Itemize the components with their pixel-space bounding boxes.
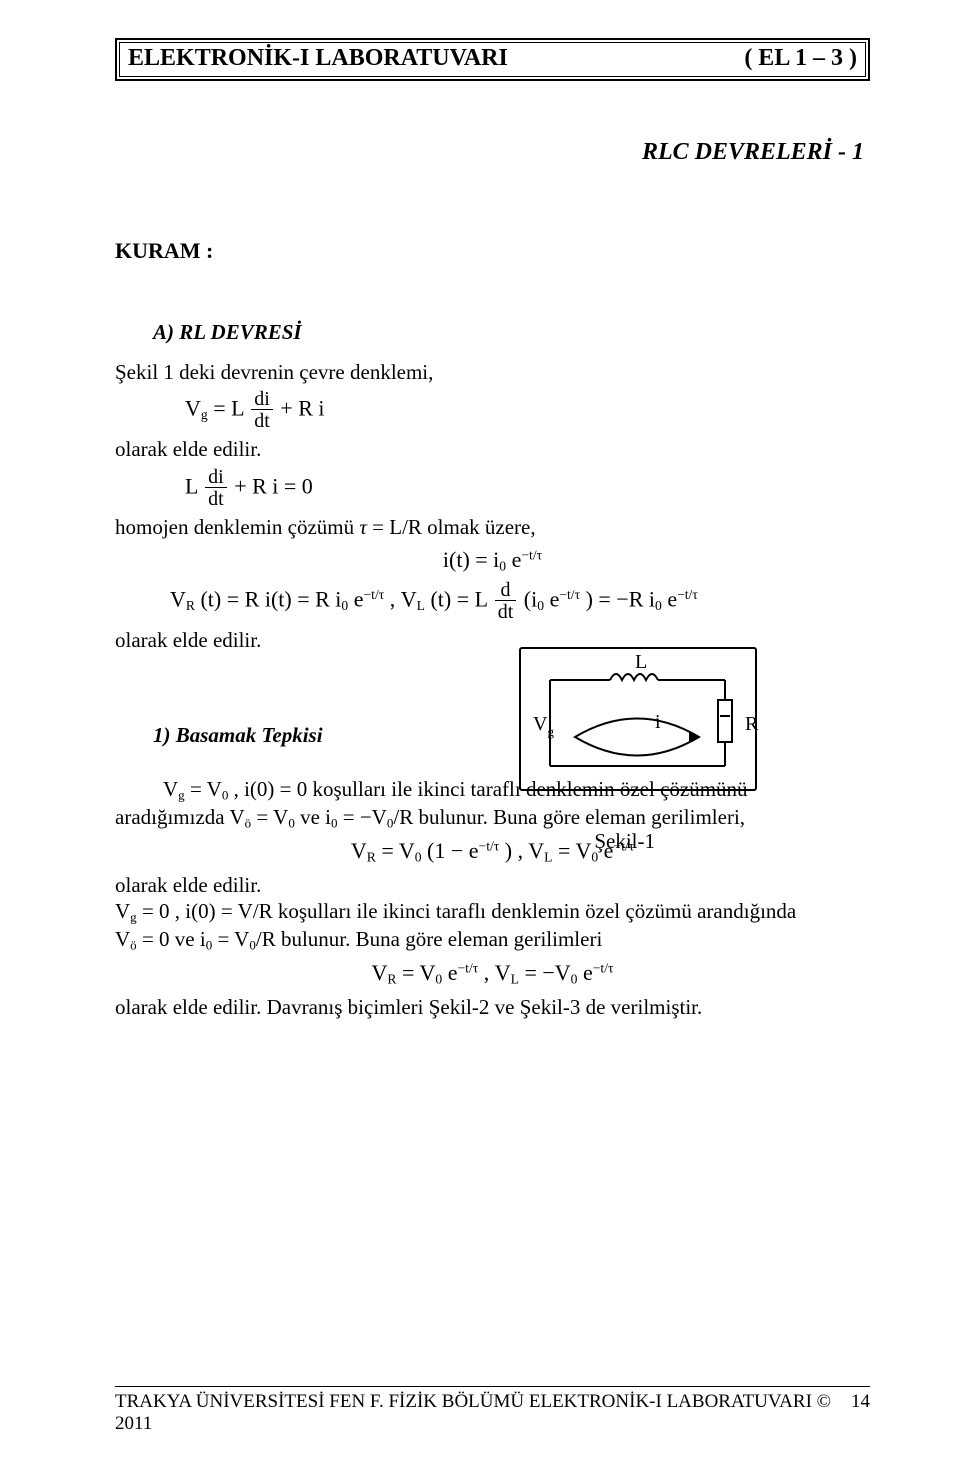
para-6: Vö = 0 ve i0 = V0/R bulunur. Buna göre e… xyxy=(115,926,870,954)
label-R: R xyxy=(745,713,759,735)
para-olarak-1: olarak elde edilir. xyxy=(115,436,545,462)
eq-6: VR = V0 e−t/τ , VL = −V0 e−t/τ xyxy=(115,959,870,987)
figure1-caption: Şekil-1 xyxy=(594,828,655,854)
circuit-figure: L Vg i R xyxy=(515,640,770,800)
para-2: homojen denklemin çözümü τ = L/R olmak ü… xyxy=(115,514,870,540)
header-frame: ELEKTRONİK-I LABORATUVARI ( EL 1 – 3 ) xyxy=(115,38,870,81)
header-left: ELEKTRONİK-I LABORATUVARI xyxy=(128,45,508,72)
eq-1: Vg = L didt + R i xyxy=(185,389,545,432)
footer-page: 14 xyxy=(851,1391,870,1435)
label-Vg: Vg xyxy=(533,713,554,739)
para-1: Şekil 1 deki devrenin çevre denklemi, xyxy=(115,359,545,385)
eq-2: L didt + R i = 0 xyxy=(185,467,545,510)
para-7: olarak elde edilir. Davranış biçimleri Ş… xyxy=(115,994,870,1020)
eq-3: i(t) = i0 e−t/τ xyxy=(115,546,870,574)
section-a: A) RL DEVRESİ xyxy=(153,320,870,345)
para-5: Vg = 0 , i(0) = V/R koşulları ile ikinci… xyxy=(115,898,870,926)
footer: TRAKYA ÜNİVERSİTESİ FEN F. FİZİK BÖLÜMÜ … xyxy=(115,1386,870,1435)
label-i: i xyxy=(655,711,661,733)
section-kuram: KURAM : xyxy=(115,238,870,264)
para-olarak-3: olarak elde edilir. xyxy=(115,872,870,898)
page-title: RLC DEVRELERİ - 1 xyxy=(115,139,864,166)
header-row: ELEKTRONİK-I LABORATUVARI ( EL 1 – 3 ) xyxy=(119,42,866,77)
eq-4: VR (t) = R i(t) = R i0 e−t/τ , VL (t) = … xyxy=(170,580,870,623)
eq-5: VR = V0 (1 − e−t/τ ) , VL = V0 e−t/τ xyxy=(115,837,870,865)
header-right: ( EL 1 – 3 ) xyxy=(744,45,857,72)
label-L: L xyxy=(635,651,647,673)
para-4: aradığımızda Vö = V0 ve i0 = −V0/R bulun… xyxy=(115,804,870,832)
footer-left: TRAKYA ÜNİVERSİTESİ FEN F. FİZİK BÖLÜMÜ … xyxy=(115,1391,851,1435)
